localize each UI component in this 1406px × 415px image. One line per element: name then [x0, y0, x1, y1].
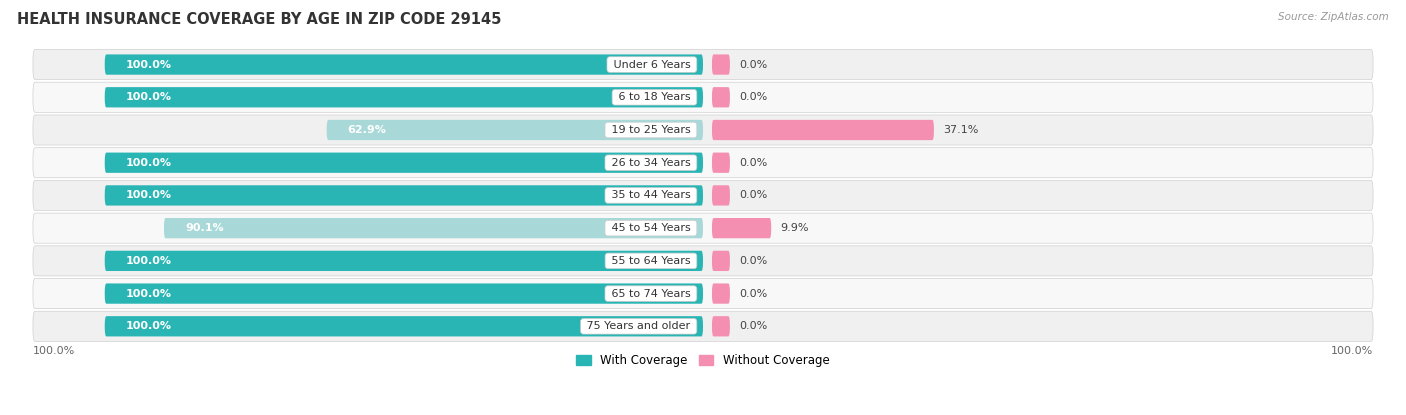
Text: 0.0%: 0.0% — [740, 321, 768, 331]
FancyBboxPatch shape — [711, 185, 730, 205]
Text: 100.0%: 100.0% — [1331, 346, 1374, 356]
Text: 26 to 34 Years: 26 to 34 Years — [607, 158, 695, 168]
Text: 100.0%: 100.0% — [125, 288, 172, 298]
Text: 90.1%: 90.1% — [186, 223, 224, 233]
FancyBboxPatch shape — [711, 153, 730, 173]
Text: 45 to 54 Years: 45 to 54 Years — [607, 223, 695, 233]
FancyBboxPatch shape — [711, 283, 730, 304]
Text: 0.0%: 0.0% — [740, 60, 768, 70]
FancyBboxPatch shape — [165, 218, 703, 238]
Text: 0.0%: 0.0% — [740, 158, 768, 168]
FancyBboxPatch shape — [32, 278, 1374, 309]
Text: 19 to 25 Years: 19 to 25 Years — [607, 125, 695, 135]
Legend: With Coverage, Without Coverage: With Coverage, Without Coverage — [572, 350, 834, 372]
Text: 62.9%: 62.9% — [347, 125, 387, 135]
FancyBboxPatch shape — [711, 316, 730, 337]
Text: 65 to 74 Years: 65 to 74 Years — [607, 288, 695, 298]
FancyBboxPatch shape — [32, 311, 1374, 342]
Text: HEALTH INSURANCE COVERAGE BY AGE IN ZIP CODE 29145: HEALTH INSURANCE COVERAGE BY AGE IN ZIP … — [17, 12, 502, 27]
FancyBboxPatch shape — [711, 218, 772, 238]
Text: 0.0%: 0.0% — [740, 256, 768, 266]
FancyBboxPatch shape — [711, 54, 730, 75]
Text: Source: ZipAtlas.com: Source: ZipAtlas.com — [1278, 12, 1389, 22]
FancyBboxPatch shape — [32, 181, 1374, 210]
Text: Under 6 Years: Under 6 Years — [610, 60, 695, 70]
FancyBboxPatch shape — [32, 49, 1374, 80]
Text: 100.0%: 100.0% — [125, 60, 172, 70]
Text: 75 Years and older: 75 Years and older — [583, 321, 695, 331]
Text: 100.0%: 100.0% — [125, 190, 172, 200]
Text: 100.0%: 100.0% — [32, 346, 75, 356]
FancyBboxPatch shape — [32, 115, 1374, 145]
Text: 35 to 44 Years: 35 to 44 Years — [607, 190, 695, 200]
FancyBboxPatch shape — [32, 213, 1374, 243]
Text: 6 to 18 Years: 6 to 18 Years — [614, 92, 695, 102]
FancyBboxPatch shape — [711, 120, 934, 140]
FancyBboxPatch shape — [104, 153, 703, 173]
FancyBboxPatch shape — [104, 54, 703, 75]
Text: 100.0%: 100.0% — [125, 321, 172, 331]
FancyBboxPatch shape — [32, 148, 1374, 178]
FancyBboxPatch shape — [104, 87, 703, 107]
Text: 37.1%: 37.1% — [943, 125, 979, 135]
FancyBboxPatch shape — [32, 246, 1374, 276]
Text: 0.0%: 0.0% — [740, 190, 768, 200]
FancyBboxPatch shape — [711, 87, 730, 107]
FancyBboxPatch shape — [711, 251, 730, 271]
FancyBboxPatch shape — [104, 251, 703, 271]
Text: 0.0%: 0.0% — [740, 288, 768, 298]
FancyBboxPatch shape — [104, 185, 703, 205]
FancyBboxPatch shape — [104, 283, 703, 304]
Text: 9.9%: 9.9% — [780, 223, 808, 233]
Text: 100.0%: 100.0% — [125, 158, 172, 168]
Text: 100.0%: 100.0% — [125, 256, 172, 266]
Text: 55 to 64 Years: 55 to 64 Years — [607, 256, 695, 266]
Text: 0.0%: 0.0% — [740, 92, 768, 102]
FancyBboxPatch shape — [32, 82, 1374, 112]
Text: 100.0%: 100.0% — [125, 92, 172, 102]
FancyBboxPatch shape — [326, 120, 703, 140]
FancyBboxPatch shape — [104, 316, 703, 337]
